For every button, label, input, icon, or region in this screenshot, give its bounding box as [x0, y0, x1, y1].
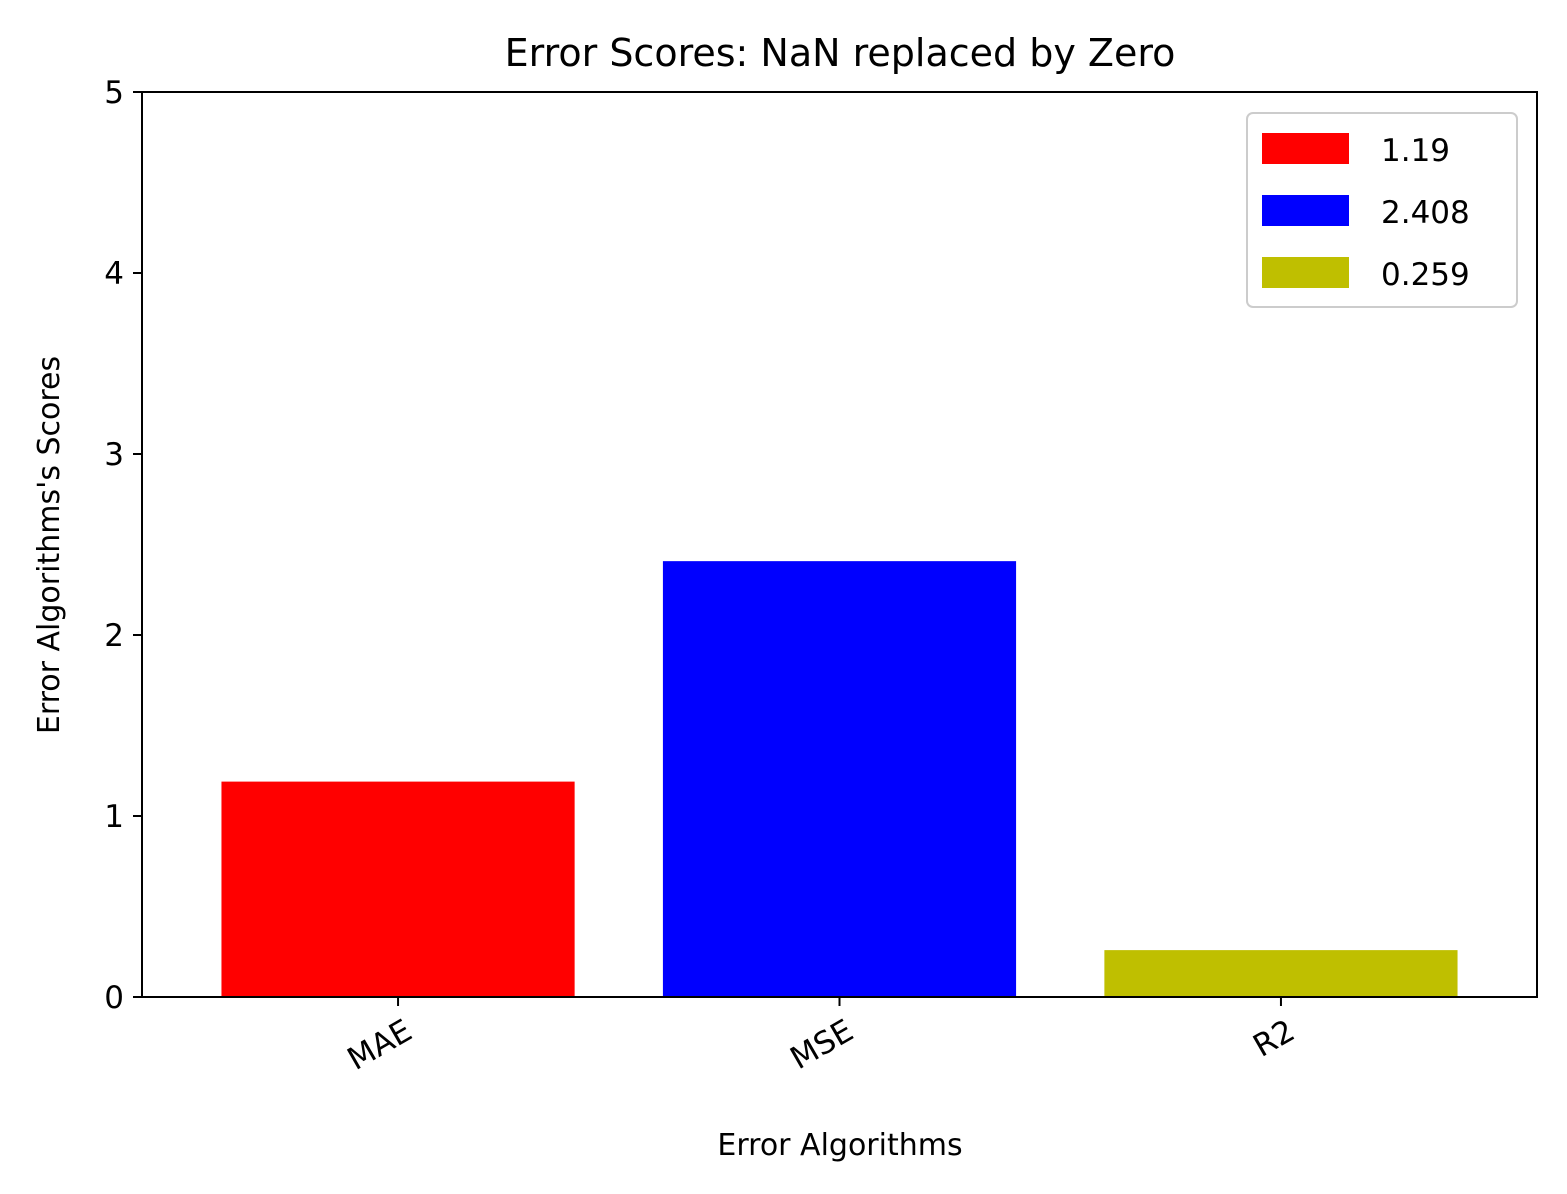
legend-label: 2.408	[1381, 195, 1470, 231]
x-tick-label-mse: MSE	[784, 1013, 859, 1077]
x-axis-label: Error Algorithms	[717, 1128, 962, 1163]
legend-label: 0.259	[1381, 257, 1470, 293]
y-tick-label: 3	[104, 437, 124, 473]
y-axis: 0 1 2 3 4 5	[104, 75, 142, 1016]
bar-mae	[221, 781, 575, 997]
legend: 1.19 2.408 0.259	[1246, 112, 1518, 308]
x-tick-label-r2: R2	[1247, 1013, 1301, 1065]
y-tick-label: 0	[104, 980, 124, 1016]
x-tick-label-mae: MAE	[342, 1013, 418, 1078]
legend-label: 1.19	[1381, 133, 1450, 169]
y-tick-label: 2	[104, 618, 124, 654]
x-axis: MAE MSE R2	[342, 997, 1301, 1078]
legend-swatch	[1262, 195, 1349, 226]
bar-mse	[662, 561, 1017, 997]
y-axis-label: Error Algorithms's Scores	[32, 356, 67, 734]
legend-swatch	[1262, 133, 1349, 164]
chart-title: Error Scores: NaN replaced by Zero	[505, 31, 1176, 75]
legend-swatch	[1262, 257, 1349, 288]
y-tick-label: 5	[104, 75, 124, 111]
y-tick-label: 1	[104, 799, 124, 835]
bar-r2	[1104, 950, 1458, 997]
y-tick-label: 4	[104, 256, 124, 292]
